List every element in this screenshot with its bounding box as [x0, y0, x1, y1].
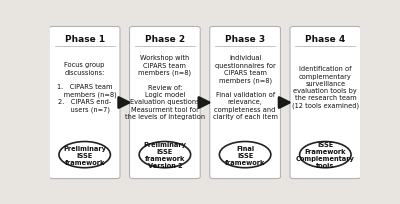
FancyBboxPatch shape — [290, 27, 361, 179]
Text: Identification of
complementary
surveillance
evaluation tools by
the research te: Identification of complementary surveill… — [292, 66, 359, 109]
Text: Phase 4: Phase 4 — [305, 35, 346, 44]
Text: Preliminary
ISSE
framework
Version 2: Preliminary ISSE framework Version 2 — [143, 141, 186, 168]
FancyBboxPatch shape — [130, 27, 200, 179]
FancyBboxPatch shape — [49, 27, 120, 179]
Circle shape — [219, 142, 271, 168]
Text: Focus group
discussions:

1.   CIPARS team
     members (n=8)
2.   CIPARS end-
 : Focus group discussions: 1. CIPARS team … — [53, 62, 116, 112]
Text: Preliminary
ISSE
framework: Preliminary ISSE framework — [63, 145, 106, 165]
FancyBboxPatch shape — [210, 27, 280, 179]
Text: Phase 2: Phase 2 — [145, 35, 185, 44]
Circle shape — [300, 142, 351, 168]
Text: Individual
questionnaires for
CIPARS team
members (n=8)

Final validation of
rel: Individual questionnaires for CIPARS tea… — [213, 55, 278, 119]
Text: Phase 1: Phase 1 — [65, 35, 105, 44]
Text: Phase 3: Phase 3 — [225, 35, 265, 44]
Circle shape — [139, 142, 191, 168]
Text: ISSE
Framework
Complementary
tools: ISSE Framework Complementary tools — [296, 141, 355, 168]
Text: Workshop with
CIPARS team
members (n=8)

Review of:
Logic model
Evaluation quest: Workshop with CIPARS team members (n=8) … — [125, 55, 205, 119]
Text: Final
ISSE
framework: Final ISSE framework — [225, 145, 265, 165]
Circle shape — [59, 142, 110, 168]
